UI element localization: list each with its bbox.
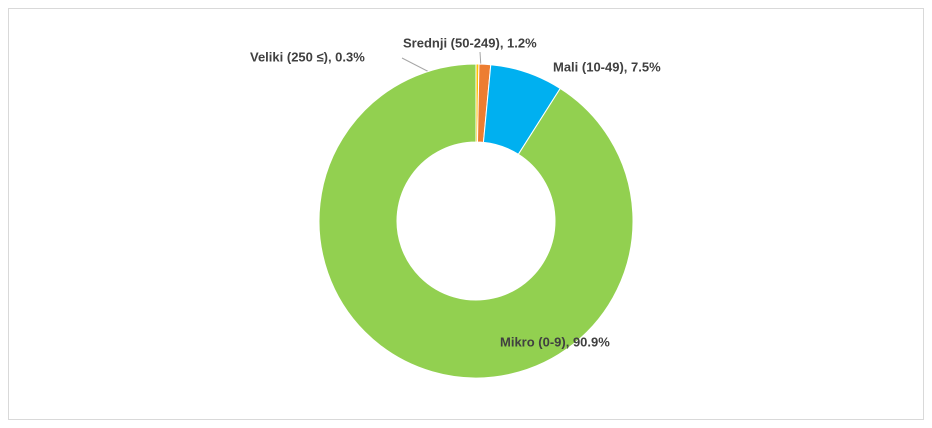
data-label: Veliki (250 ≤), 0.3% (250, 49, 365, 64)
data-label: Mikro (0-9), 90.9% (500, 334, 610, 349)
data-label: Srednji (50-249), 1.2% (403, 35, 537, 50)
data-label: Mali (10-49), 7.5% (553, 59, 661, 74)
donut-slice (318, 63, 634, 379)
